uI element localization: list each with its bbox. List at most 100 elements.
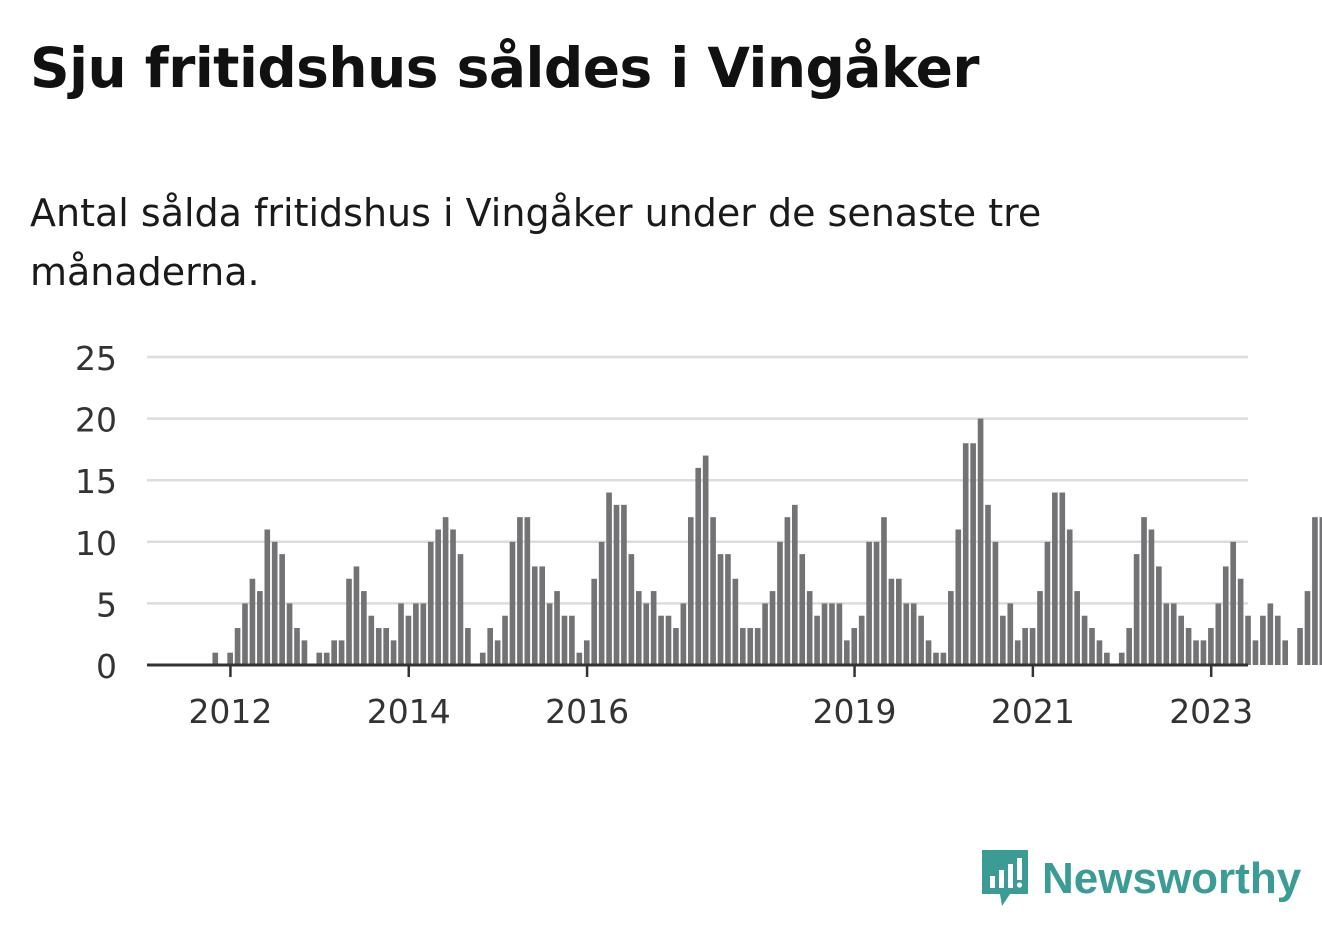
logo-text: Newsworthy	[1042, 854, 1302, 903]
bar	[881, 517, 887, 665]
bar	[985, 504, 991, 665]
bar	[628, 554, 635, 665]
bar	[1029, 628, 1036, 665]
y-tick-label: 10	[75, 524, 117, 563]
bar	[1000, 615, 1006, 665]
bar	[1118, 652, 1125, 665]
bar	[970, 443, 976, 665]
bar	[457, 554, 464, 665]
bar	[725, 554, 731, 665]
bar	[271, 541, 278, 665]
bar	[1014, 640, 1021, 665]
bar	[569, 615, 575, 665]
bar	[948, 591, 954, 665]
bar	[583, 640, 590, 665]
bar	[368, 615, 375, 665]
bar	[1304, 591, 1311, 665]
bar	[346, 578, 352, 665]
bar	[1319, 517, 1322, 665]
bar	[851, 628, 858, 665]
bar	[799, 554, 806, 665]
bar	[1282, 640, 1289, 665]
y-tick-label: 5	[96, 585, 117, 624]
bar	[710, 517, 716, 665]
bar	[1044, 541, 1051, 665]
bar	[806, 591, 813, 665]
newsworthy-logo: Newsworthy	[980, 848, 1301, 910]
bar	[1178, 615, 1184, 665]
bar	[279, 554, 285, 665]
bar	[405, 615, 412, 665]
bar	[695, 467, 702, 665]
bar	[962, 443, 969, 665]
bar	[836, 603, 843, 665]
bar	[242, 603, 248, 665]
bar	[739, 628, 746, 665]
bar	[1059, 492, 1066, 665]
bar	[442, 517, 449, 665]
bar	[673, 628, 679, 665]
bar	[844, 640, 850, 665]
x-tick-label: 2023	[1169, 692, 1253, 731]
bar	[331, 640, 337, 665]
y-tick-label: 15	[75, 462, 117, 501]
bar	[769, 591, 776, 665]
bar	[1074, 591, 1080, 665]
bar	[829, 603, 835, 665]
bar	[777, 541, 783, 665]
y-tick-label: 20	[75, 401, 117, 440]
bar	[650, 591, 657, 665]
bar	[323, 652, 330, 665]
bar	[910, 603, 917, 665]
bar	[903, 603, 910, 665]
bar	[1312, 517, 1318, 665]
bar	[762, 603, 768, 665]
bar	[977, 418, 984, 665]
bar	[732, 578, 739, 665]
bar	[1170, 603, 1177, 665]
bar	[1022, 628, 1028, 665]
bar	[427, 541, 434, 665]
bar	[1081, 615, 1088, 665]
bar	[873, 541, 880, 665]
bar	[1193, 640, 1199, 665]
bar	[702, 455, 709, 665]
bar	[316, 652, 323, 665]
bar	[465, 628, 471, 665]
y-tick-label: 25	[75, 339, 117, 378]
bar	[687, 517, 694, 665]
bar	[1297, 628, 1303, 665]
bar	[1185, 628, 1192, 665]
x-tick-label: 2016	[545, 692, 629, 731]
bar	[450, 529, 456, 665]
bar	[1096, 640, 1103, 665]
bar	[1126, 628, 1132, 665]
bar	[643, 603, 650, 665]
bar	[494, 640, 501, 665]
bar	[717, 554, 724, 665]
bar	[1245, 615, 1251, 665]
bar	[1133, 554, 1140, 665]
bar	[249, 578, 256, 665]
chart-subtitle: Antal sålda fritidshus i Vingåker under …	[30, 191, 1042, 294]
bar	[487, 628, 493, 665]
bar	[680, 603, 687, 665]
bar	[665, 615, 672, 665]
bar	[940, 652, 947, 665]
bar	[591, 578, 598, 665]
bar	[286, 603, 293, 665]
bar	[576, 652, 583, 665]
x-tick-label: 2021	[991, 692, 1075, 731]
bar	[1156, 566, 1162, 665]
bar	[502, 615, 508, 665]
bar	[888, 578, 895, 665]
bar	[1215, 603, 1222, 665]
bar	[1163, 603, 1170, 665]
bar	[933, 652, 939, 665]
bar	[1260, 615, 1266, 665]
bar	[398, 603, 404, 665]
bar	[546, 603, 553, 665]
bar	[1141, 517, 1147, 665]
bar	[992, 541, 999, 665]
bar	[257, 591, 263, 665]
